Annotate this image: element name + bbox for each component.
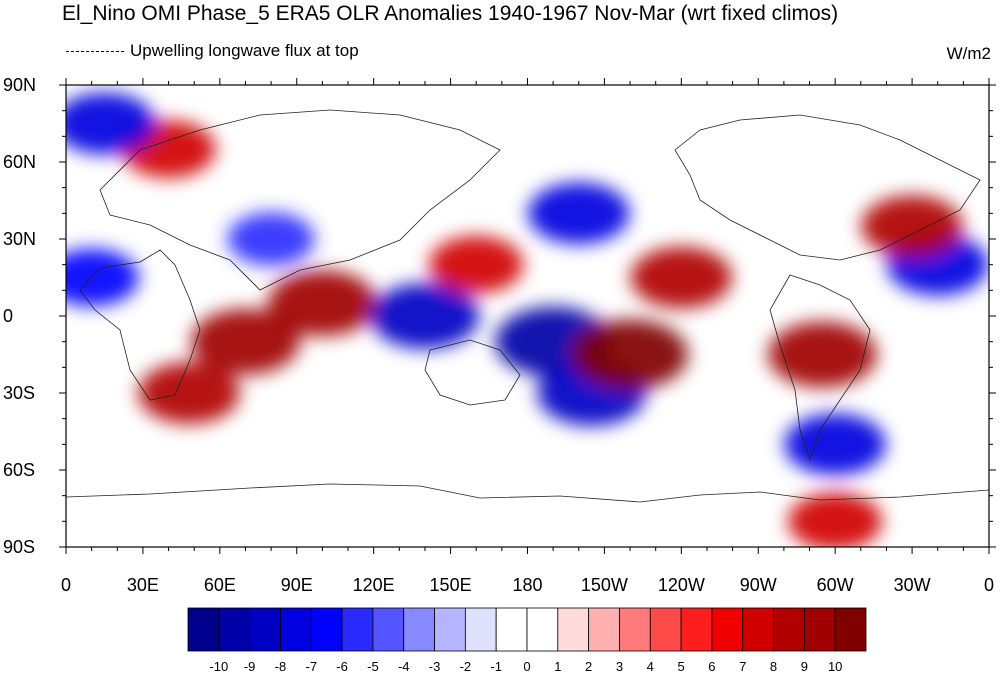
eurasia-coast <box>99 109 501 291</box>
colorbar-label: -9 <box>244 659 256 674</box>
lat-label: 90S <box>3 537 35 557</box>
colorbar: -10 -9 -8 -7 -6 -5 -4 -3 -2 -1 0 1 2 3 4 5 6 7 8 9 10 <box>187 607 867 674</box>
anomaly-field <box>66 92 989 547</box>
anomaly-region-17 <box>429 235 524 294</box>
anomaly-region-1 <box>138 362 240 424</box>
lon-label: 60W <box>817 575 854 595</box>
colorbar-label: -1 <box>490 659 502 674</box>
colorbar-label: 7 <box>739 659 746 674</box>
colorbar-label: -7 <box>305 659 317 674</box>
colorbar-swatch <box>649 607 682 652</box>
colorbar-swatch <box>742 607 774 652</box>
colorbar-label: 5 <box>677 659 684 674</box>
dashed-line-legend-icon <box>66 51 124 52</box>
axis-ticks <box>59 78 996 554</box>
anomaly-region-9 <box>630 246 733 309</box>
colorbar-swatch <box>557 607 590 652</box>
lat-label: 90N <box>3 75 36 95</box>
colorbar-swatch <box>803 607 836 652</box>
lon-label: 150W <box>581 575 628 595</box>
colorbar-label: 8 <box>770 659 777 674</box>
anomaly-region-15 <box>66 92 156 155</box>
anomaly-region-0 <box>191 308 300 375</box>
colorbar-label: -2 <box>460 659 472 674</box>
lon-label: 120W <box>658 575 705 595</box>
colorbar-swatch <box>711 607 744 652</box>
colorbar-swatch <box>403 607 435 652</box>
lon-label: 90W <box>740 575 777 595</box>
south-america-coast <box>769 274 871 462</box>
anomaly-region-6 <box>572 319 689 390</box>
colorbar-swatch <box>372 607 405 652</box>
colorbar-swatch <box>588 607 620 652</box>
colorbar-label: 6 <box>708 659 715 674</box>
lon-label: 30W <box>894 575 931 595</box>
colorbar-label: 4 <box>647 659 654 674</box>
lat-axis-labels: 90N 60N 30N 0 30S 60S 90S <box>3 75 36 557</box>
lon-label: 180 <box>512 575 542 595</box>
lon-label: 90E <box>281 575 313 595</box>
colorbar-label: 2 <box>585 659 592 674</box>
lon-axis-labels: 0 30E 60E 90E 120E 150E 180 150W 120W 90W 60W 30W 0 <box>61 575 994 595</box>
coastlines <box>66 109 989 503</box>
colorbar-swatch <box>187 607 220 652</box>
lon-label: 0 <box>61 575 71 595</box>
colorbar-label: -4 <box>398 659 410 674</box>
anomaly-region-18 <box>227 212 315 266</box>
anomaly-region-16 <box>66 248 139 307</box>
lon-label: 150E <box>430 575 472 595</box>
colorbar-swatch <box>526 607 559 652</box>
lat-label: 60N <box>3 152 36 172</box>
australia-coast <box>424 339 521 406</box>
colorbar-swatch <box>249 607 281 652</box>
lat-label: 30N <box>3 229 36 249</box>
colorbar-swatch <box>218 607 251 652</box>
map-subtitle: Upwelling longwave flux at top <box>130 41 359 60</box>
lat-label: 60S <box>3 460 35 480</box>
colorbar-swatch <box>619 607 651 652</box>
colorbar-label: 3 <box>616 659 623 674</box>
colorbar-swatch <box>773 607 805 652</box>
colorbar-swatch <box>341 607 374 652</box>
colorbar-swatch <box>310 607 343 652</box>
anomaly-region-7 <box>767 321 877 388</box>
lat-label: 0 <box>3 306 13 326</box>
colorbar-label: -5 <box>367 659 379 674</box>
north-america-coast <box>674 114 981 261</box>
anomaly-region-2 <box>267 270 377 337</box>
anomaly-region-10 <box>527 182 630 245</box>
colorbar-swatch <box>495 607 528 652</box>
anomaly-region-3 <box>370 283 480 349</box>
colorbar-swatch <box>834 607 867 652</box>
colorbar-label: 9 <box>801 659 808 674</box>
lon-label: 120E <box>353 575 395 595</box>
colorbar-label: -6 <box>336 659 348 674</box>
colorbar-label: 10 <box>828 659 842 674</box>
colorbar-swatch <box>464 607 497 652</box>
colorbar-label: 0 <box>523 659 530 674</box>
colorbar-swatch <box>680 607 713 652</box>
lon-label: 30E <box>127 575 159 595</box>
anomaly-region-13 <box>784 413 886 476</box>
colorbar-swatch <box>280 607 312 652</box>
colorbar-label: -10 <box>209 659 228 674</box>
colorbar-label: -8 <box>275 659 287 674</box>
map-title: El_Nino OMI Phase_5 ERA5 OLR Anomalies 1… <box>62 2 839 25</box>
colorbar-swatch <box>434 607 466 652</box>
africa-coast <box>79 249 201 401</box>
colorbar-label: 1 <box>554 659 561 674</box>
antarctica-coast <box>66 483 989 503</box>
anomaly-region-12 <box>861 195 963 257</box>
lon-label: 60E <box>204 575 236 595</box>
anomaly-region-14 <box>787 492 883 547</box>
lon-label: 0 <box>984 575 994 595</box>
colorbar-label: -3 <box>429 659 441 674</box>
lat-label: 30S <box>3 383 35 403</box>
units-label: W/m2 <box>946 44 991 63</box>
